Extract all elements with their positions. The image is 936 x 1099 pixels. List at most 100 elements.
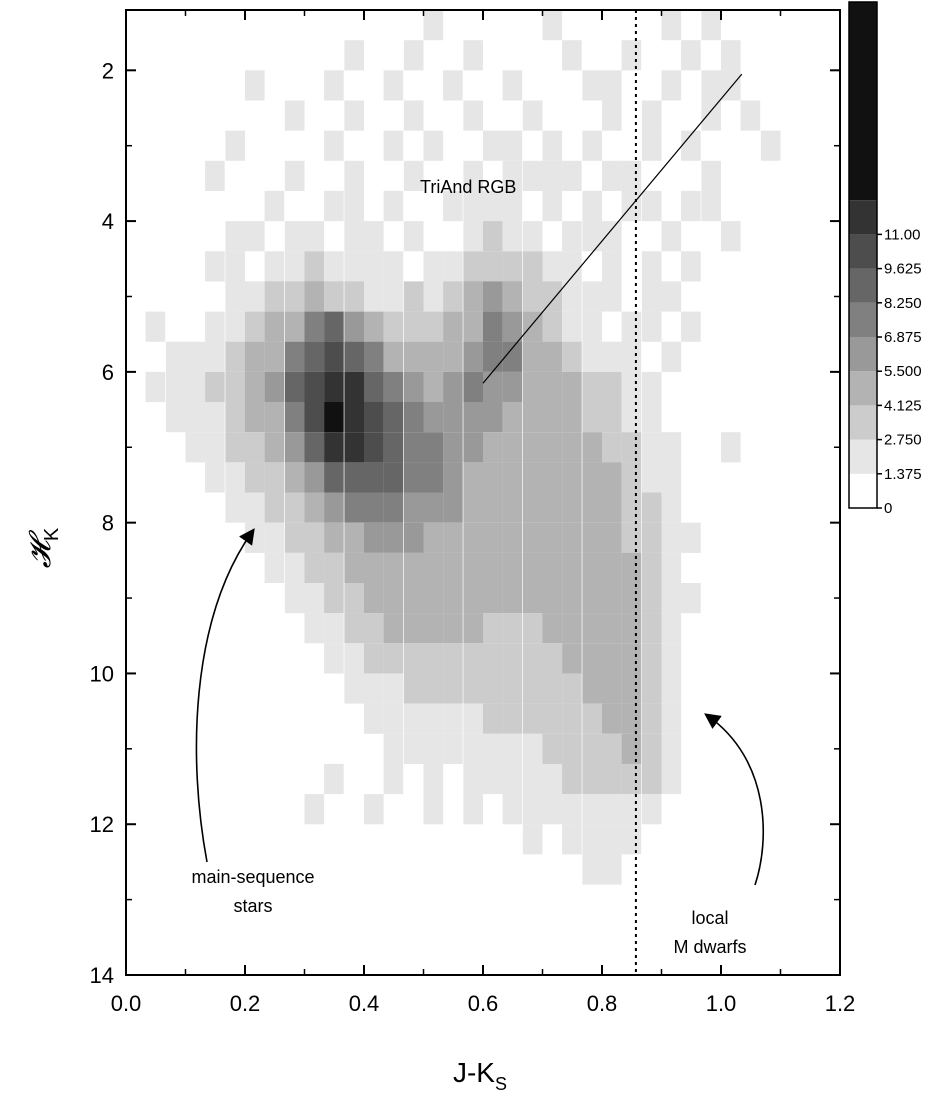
- heatmap-cell: [324, 492, 344, 523]
- heatmap-cell: [245, 371, 265, 403]
- heatmap-cell: [641, 703, 662, 734]
- heatmap-cell: [483, 432, 503, 463]
- heatmap-cell: [562, 703, 582, 734]
- heatmap-cell: [621, 583, 642, 614]
- heatmap-cell: [324, 311, 344, 342]
- y-tick-label: 10: [90, 661, 114, 686]
- colorbar-label: 11.00: [884, 226, 920, 243]
- heatmap-cell: [443, 70, 463, 101]
- heatmap-cell: [621, 733, 642, 764]
- heatmap-cell: [542, 281, 563, 312]
- heatmap-cell: [284, 462, 305, 493]
- heatmap-cell: [284, 371, 305, 403]
- heatmap-cell: [602, 522, 622, 553]
- heatmap-cell: [364, 492, 384, 523]
- heatmap-cell: [602, 221, 622, 252]
- heatmap-cell: [324, 462, 344, 493]
- heatmap-cell: [483, 341, 503, 372]
- heatmap-cell: [562, 492, 582, 523]
- heatmap-cell: [284, 432, 305, 463]
- x-tick-label: 0.0: [111, 991, 142, 1016]
- heatmap-cell: [344, 522, 364, 553]
- heatmap-cell: [264, 402, 285, 433]
- annotation-ms-line1: main-sequence: [191, 867, 314, 887]
- heatmap-cell: [344, 40, 364, 71]
- colorbar-band: [849, 2, 877, 201]
- heatmap-cell: [641, 583, 662, 614]
- rgb-fit-line: [482, 73, 743, 384]
- heatmap-cell: [641, 251, 662, 282]
- heatmap-cell: [185, 402, 206, 433]
- heatmap-cell: [483, 643, 503, 674]
- heatmap-cell: [443, 522, 463, 553]
- heatmap-cell: [602, 794, 622, 825]
- heatmap-cell: [264, 341, 285, 372]
- heatmap-cell: [582, 432, 602, 463]
- heatmap-cell: [344, 341, 364, 372]
- heatmap-cell: [403, 341, 424, 372]
- heatmap-cell: [502, 432, 523, 463]
- heatmap-cell: [205, 341, 225, 372]
- heatmap-cell: [324, 613, 344, 644]
- heatmap-cell: [681, 311, 701, 342]
- y-tick-label: 14: [90, 963, 114, 988]
- heatmap-cell: [582, 613, 602, 644]
- heatmap-cell: [463, 492, 483, 523]
- heatmap-cell: [582, 130, 602, 161]
- y-tick-label: 12: [90, 812, 114, 837]
- heatmap-cell: [542, 432, 563, 463]
- heatmap-cell: [403, 221, 424, 252]
- heatmap-cell: [661, 763, 682, 795]
- md-arrow: [704, 713, 765, 886]
- heatmap-cell: [364, 371, 384, 403]
- heatmap-cell: [344, 673, 364, 704]
- heatmap-cell: [602, 100, 622, 131]
- heatmap-cell: [483, 522, 503, 553]
- colorbar-label: 4.125: [884, 397, 922, 414]
- heatmap-cell: [264, 190, 285, 222]
- colorbar-frame: [848, 1, 878, 509]
- heatmap-cell: [502, 251, 523, 282]
- heatmap-cell: [522, 160, 543, 191]
- heatmap-cell: [304, 794, 325, 825]
- heatmap-cell: [502, 311, 523, 342]
- heatmap-cell: [502, 643, 523, 674]
- heatmap-cell: [284, 160, 305, 191]
- heatmap-cell: [562, 160, 582, 191]
- heatmap-cell: [344, 311, 364, 342]
- heatmap-cell: [383, 251, 404, 282]
- heatmap-cell: [522, 643, 543, 674]
- heatmap-cell: [542, 703, 563, 734]
- heatmap-cell: [483, 462, 503, 493]
- heatmap-cell: [522, 703, 543, 734]
- heatmap-cell: [304, 432, 325, 463]
- heatmap-cell: [225, 432, 245, 463]
- heatmap-cell: [403, 552, 424, 583]
- heatmap-cell: [582, 854, 602, 885]
- heatmap-cell: [383, 371, 404, 403]
- heatmap-cell: [502, 130, 523, 161]
- heatmap-cell: [264, 432, 285, 463]
- heatmap-cell: [423, 311, 444, 342]
- heatmap-cell: [502, 552, 523, 583]
- heatmap-cell: [621, 613, 642, 644]
- heatmap-cell: [284, 281, 305, 312]
- heatmap-cell: [641, 673, 662, 704]
- heatmap-cell: [264, 492, 285, 523]
- heatmap-cell: [205, 311, 225, 342]
- heatmap-cell: [463, 311, 483, 342]
- heatmap-cell: [621, 552, 642, 583]
- heatmap-cell: [522, 311, 543, 342]
- colorbar-band: [849, 268, 877, 303]
- heatmap-cell: [383, 432, 404, 463]
- heatmap-cell: [542, 643, 563, 674]
- heatmap-cell: [483, 221, 503, 252]
- heatmap-cell: [403, 100, 424, 131]
- heatmap-cell: [602, 251, 622, 282]
- heatmap-cell: [165, 341, 186, 372]
- colorbar-band: [849, 200, 877, 235]
- colorbar-label: 1.375: [884, 466, 922, 483]
- heatmap-cell: [225, 221, 245, 252]
- heatmap-cell: [582, 703, 602, 734]
- heatmap-cell: [661, 70, 682, 101]
